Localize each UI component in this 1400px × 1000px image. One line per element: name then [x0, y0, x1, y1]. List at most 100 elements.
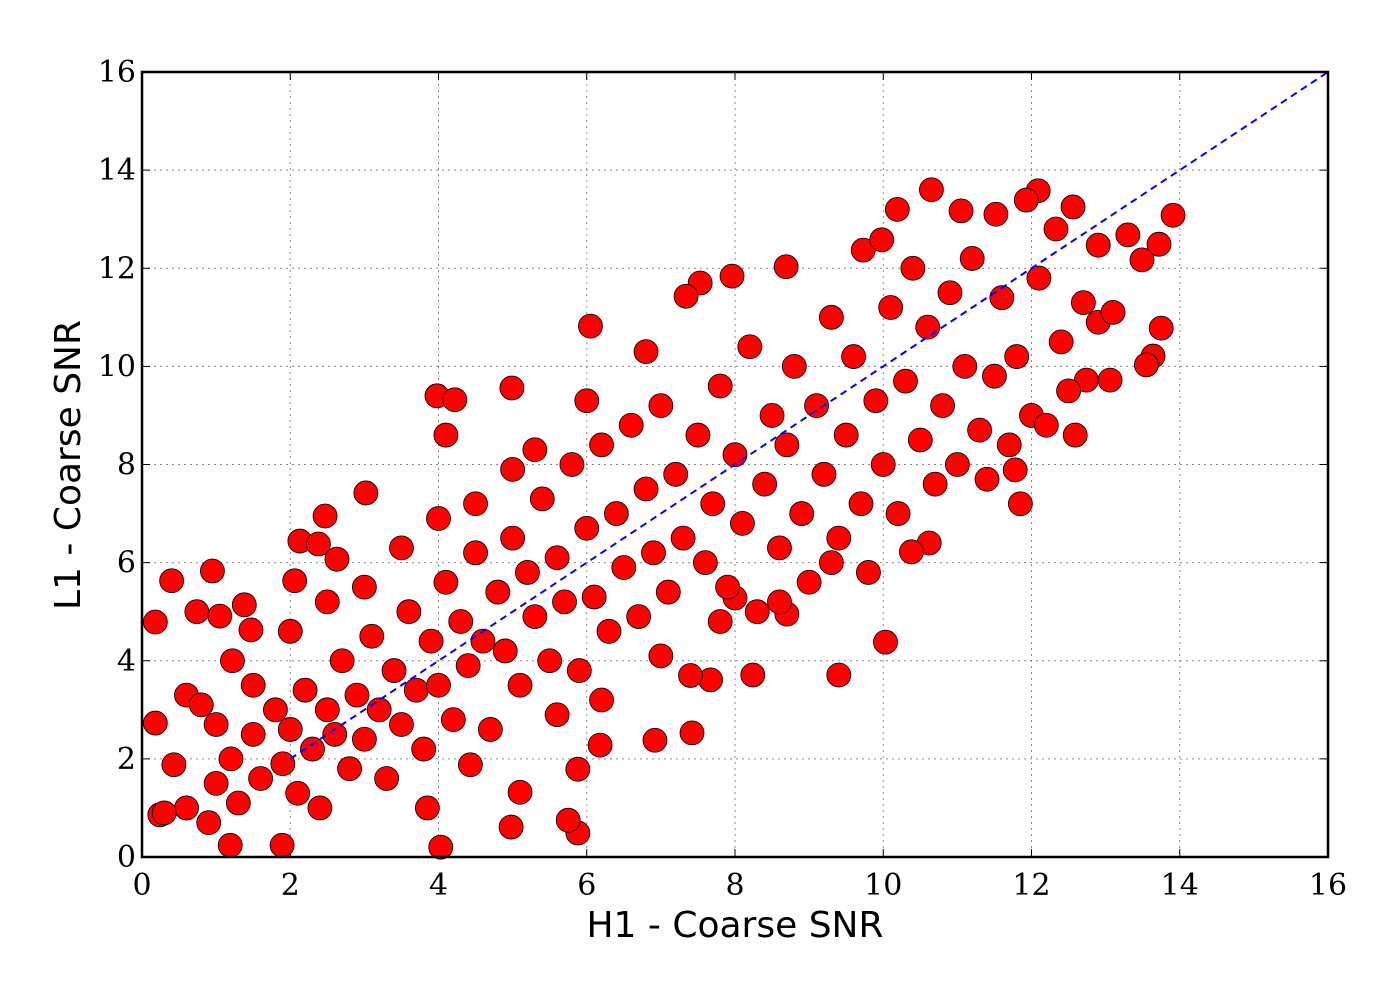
scatter-point — [515, 560, 540, 585]
scatter-point — [833, 422, 859, 448]
scatter-point — [685, 422, 711, 448]
scatter-point — [919, 177, 944, 203]
y-axis-label: L1 - Coarse SNR — [48, 320, 89, 610]
scatter-point — [426, 672, 451, 698]
scatter-point — [498, 814, 524, 840]
scatter-point — [200, 558, 225, 584]
y-tick-label: 6 — [117, 546, 136, 581]
scatter-point — [930, 393, 955, 419]
scatter-point — [959, 246, 985, 271]
scatter-point — [878, 295, 904, 320]
scatter-point — [1115, 222, 1141, 248]
scatter-point — [1002, 457, 1028, 483]
scatter-point — [455, 653, 481, 679]
scatter-point — [604, 501, 629, 526]
scatter-point — [811, 461, 837, 487]
scatter-point — [1033, 412, 1059, 438]
scatter-point — [678, 663, 703, 688]
scatter-point — [759, 403, 785, 428]
scatter-point — [1085, 232, 1111, 258]
x-tick-label: 16 — [1309, 868, 1347, 903]
scatter-point — [863, 388, 889, 414]
scatter-point — [300, 736, 325, 762]
scatter-point — [730, 510, 755, 536]
scatter-point — [1060, 194, 1086, 220]
x-tick-label: 2 — [281, 868, 300, 903]
scatter-point — [500, 525, 526, 551]
scatter-point — [492, 638, 518, 664]
scatter-point — [1026, 265, 1052, 291]
scatter-point — [544, 702, 570, 728]
scatter-point — [529, 486, 555, 512]
scatter-point — [440, 707, 466, 733]
scatter-point — [744, 599, 770, 625]
scatter-point — [1097, 367, 1123, 393]
scatter-point — [818, 550, 844, 576]
scatter-point — [381, 658, 407, 683]
scatter-point — [915, 314, 941, 340]
y-tick-label: 14 — [98, 153, 136, 188]
x-tick-label: 4 — [429, 868, 448, 903]
scatter-point — [670, 525, 696, 551]
scatter-point — [983, 201, 1009, 227]
y-tick-label: 4 — [117, 644, 136, 679]
scatter-point — [722, 442, 748, 468]
x-tick-label: 12 — [1012, 868, 1050, 903]
scatter-point — [1070, 290, 1096, 315]
reference-line — [289, 71, 1329, 760]
scatter-point — [184, 599, 210, 625]
scatter-point — [142, 710, 168, 736]
scatter-point — [642, 727, 668, 753]
scatter-point — [948, 198, 974, 224]
x-tick-label: 0 — [132, 868, 151, 903]
scatter-point — [679, 720, 705, 746]
scatter-point — [796, 569, 822, 595]
scatter-point — [263, 697, 288, 723]
scatter-point — [587, 732, 613, 758]
scatter-point — [240, 672, 266, 698]
scatter-point — [344, 682, 370, 708]
scatter-point — [841, 344, 866, 369]
scatter-point — [282, 568, 308, 594]
scatter-point — [1062, 422, 1088, 448]
scatter-point — [270, 751, 296, 777]
scatter-point — [781, 353, 807, 379]
scatter-point — [789, 501, 815, 526]
y-tick-label: 8 — [117, 448, 136, 483]
scatter-point — [389, 712, 414, 737]
scatter-point — [989, 285, 1015, 311]
scatter-point — [418, 628, 444, 654]
scatter-point — [396, 599, 422, 625]
scatter-point — [374, 766, 400, 791]
scatter-point — [555, 807, 581, 833]
scatter-point — [485, 579, 511, 605]
scatter-point — [351, 574, 377, 600]
scatter-point — [574, 388, 600, 414]
scatter-point — [337, 756, 362, 782]
scatter-point — [463, 491, 488, 517]
scatter-point — [522, 437, 548, 463]
scatter-point — [626, 604, 652, 629]
scatter-point — [500, 457, 526, 482]
scatter-point — [559, 452, 585, 477]
scatter-point — [470, 628, 496, 654]
scatter-point — [322, 721, 348, 747]
scatter-point — [225, 790, 251, 816]
scatter-point — [826, 525, 852, 551]
scatter-point — [142, 609, 168, 635]
scatter-point — [578, 313, 603, 339]
scatter-point — [448, 609, 474, 634]
scatter-point — [366, 697, 392, 723]
scatter-point — [159, 568, 185, 594]
y-tick-label: 2 — [117, 742, 136, 777]
scatter-point — [663, 461, 689, 487]
scatter-point — [1013, 187, 1039, 213]
scatter-point — [893, 368, 918, 394]
scatter-point — [618, 412, 644, 438]
scatter-point — [641, 540, 666, 566]
scatter-point — [499, 375, 525, 401]
scatter-point — [581, 584, 607, 610]
scatter-point — [937, 280, 963, 306]
x-tick-label: 8 — [725, 868, 744, 903]
scatter-point — [463, 540, 488, 566]
